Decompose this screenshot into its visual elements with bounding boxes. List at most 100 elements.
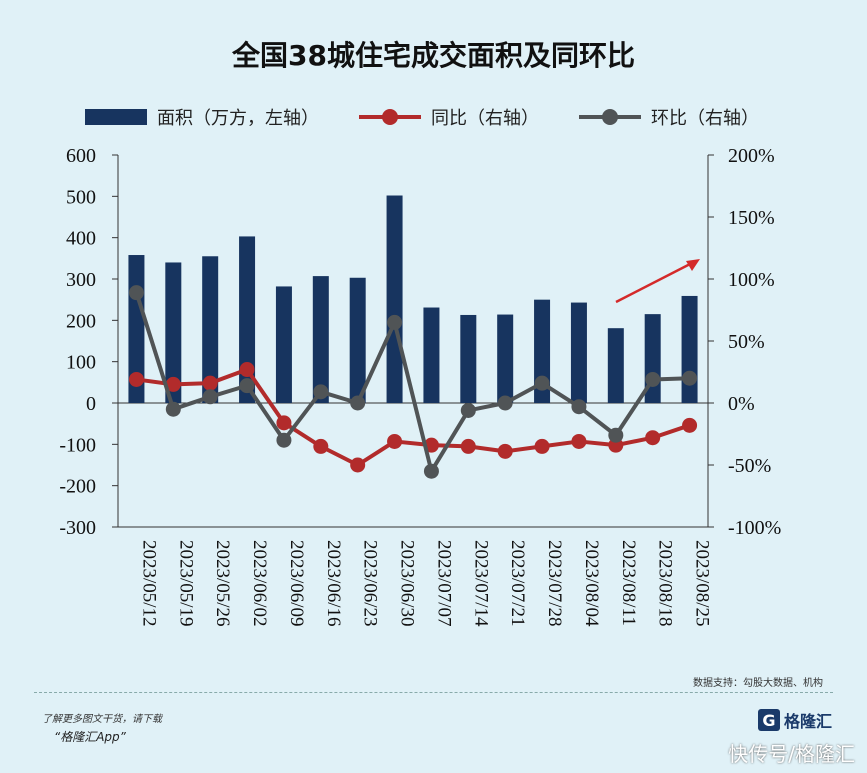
bar-area [239,236,256,403]
left-tick-label: 200 [66,310,96,332]
chart-title: 全国38城住宅成交面积及同环比 [232,39,635,72]
yoy-point [497,443,513,459]
mom-point [682,370,698,386]
x-tick-label: 2023/05/26 [212,540,233,627]
bar-area [681,295,698,403]
mom-point [239,378,255,394]
yoy-point [571,433,587,449]
left-tick-label: -100 [59,434,96,456]
right-tick-label: 200% [728,145,775,167]
download-note: 了解更多图文干货，请下载 [42,714,162,725]
mom-point [460,402,476,418]
yoy-point [387,433,403,449]
mom-point [128,285,144,301]
left-tick-label: 0 [86,393,96,415]
right-tick-label: 0% [728,393,755,415]
mom-line [134,292,690,474]
left-tick-label: -200 [59,476,96,498]
mom-point [534,375,550,391]
x-tick-label: 2023/07/14 [470,540,491,627]
x-tick-label: 2023/08/18 [655,540,676,627]
legend-label-yoy: 同比（右轴） [431,108,539,129]
yoy-point [202,375,218,391]
mom-point [313,384,329,400]
bar-area [570,302,587,403]
x-tick-label: 2023/05/19 [175,540,196,627]
legend-swatch-mom [579,109,641,125]
bar-area [423,307,440,403]
legend-item-area: 面积（万方，左轴） [85,104,319,130]
x-tick-label: 2023/08/25 [692,540,713,627]
mom-point [608,427,624,443]
right-tick-label: -100% [728,517,781,539]
left-tick-label: 600 [66,145,96,167]
mom-point [387,314,403,330]
mom-point [165,401,181,417]
app-name: “格隆汇App” [54,730,126,744]
legend-item-mom: 环比（右轴） [579,104,759,130]
yoy-point [128,371,144,387]
left-tick-label: 500 [66,186,96,208]
chart-legend: 面积（万方，左轴） 同比（右轴） 环比（右轴） [85,104,759,130]
bar-area [202,256,219,403]
x-tick-label: 2023/06/09 [286,540,307,627]
mom-point [571,399,587,415]
yoy-point [313,438,329,454]
footer-divider [34,692,833,693]
mom-point [276,432,292,448]
left-tick-label: 300 [66,269,96,291]
legend-label-mom: 环比（右轴） [651,108,759,129]
x-tick-label: 2023/07/28 [544,540,565,627]
yoy-line [136,367,691,467]
legend-item-yoy: 同比（右轴） [359,104,539,130]
bar-area [386,195,403,403]
left-tick-label: -300 [59,517,96,539]
logo-text: 格隆汇 [784,712,833,731]
yoy-point [165,376,181,392]
x-tick-label: 2023/06/30 [397,540,418,627]
yoy-point [682,417,698,433]
yoy-point [534,438,550,454]
right-tick-label: 100% [728,269,775,291]
yoy-point [645,430,661,446]
x-tick-label: 2023/05/12 [138,540,159,627]
yoy-point [276,415,292,431]
trend-arrow-shaft [615,260,695,304]
logo-g-icon: G [758,709,780,731]
x-tick-label: 2023/07/21 [507,540,528,627]
watermark: 快传号/格隆汇 [728,742,855,766]
yoy-point [460,438,476,454]
x-tick-label: 2023/08/04 [581,540,602,627]
mom-point [202,389,218,405]
yoy-point [239,362,255,378]
mom-point [423,463,439,479]
data-source: 数据支持：勾股大数据、机构 [693,678,823,689]
right-tick-label: -50% [728,455,771,477]
trend-arrow-head [686,259,700,271]
bar-area [607,328,624,403]
legend-swatch-bar [85,109,147,125]
x-tick-label: 2023/08/11 [618,540,639,626]
left-tick-label: 400 [66,228,96,250]
left-tick-label: 100 [66,352,96,374]
bar-area [275,286,292,403]
bar-area [165,262,182,403]
right-tick-label: 150% [728,207,775,229]
bar-area [497,314,514,403]
legend-label-area: 面积（万方，左轴） [157,108,319,129]
x-tick-label: 2023/06/02 [249,540,270,627]
legend-swatch-yoy [359,109,421,125]
bar-area [349,277,366,403]
mom-point [497,395,513,411]
x-tick-label: 2023/06/23 [360,540,381,627]
x-tick-label: 2023/06/16 [323,540,344,627]
brand-logo: G 格隆汇 [758,708,832,732]
mom-point [645,371,661,387]
yoy-point [350,457,366,473]
bar-area [312,276,329,403]
x-tick-label: 2023/07/07 [433,540,454,627]
right-tick-label: 50% [728,331,765,353]
mom-point [350,395,366,411]
bar-area [460,314,477,403]
